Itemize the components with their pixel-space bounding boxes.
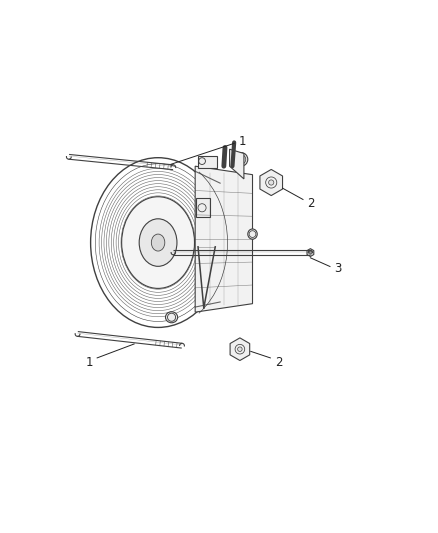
Polygon shape	[230, 338, 250, 360]
Ellipse shape	[234, 152, 248, 166]
Ellipse shape	[310, 252, 311, 253]
Ellipse shape	[248, 229, 257, 239]
Polygon shape	[198, 156, 217, 168]
Text: 2: 2	[275, 356, 282, 369]
Polygon shape	[260, 169, 283, 196]
Ellipse shape	[238, 347, 242, 351]
Polygon shape	[230, 149, 244, 179]
Ellipse shape	[268, 180, 274, 185]
Ellipse shape	[166, 312, 178, 323]
Text: 3: 3	[334, 262, 342, 275]
Polygon shape	[195, 166, 253, 312]
Text: 2: 2	[307, 197, 315, 211]
Ellipse shape	[122, 197, 194, 288]
Polygon shape	[307, 249, 314, 256]
Ellipse shape	[151, 234, 165, 251]
Text: 1: 1	[239, 135, 246, 148]
Ellipse shape	[139, 219, 177, 266]
Text: 1: 1	[85, 356, 93, 369]
Polygon shape	[196, 198, 209, 217]
